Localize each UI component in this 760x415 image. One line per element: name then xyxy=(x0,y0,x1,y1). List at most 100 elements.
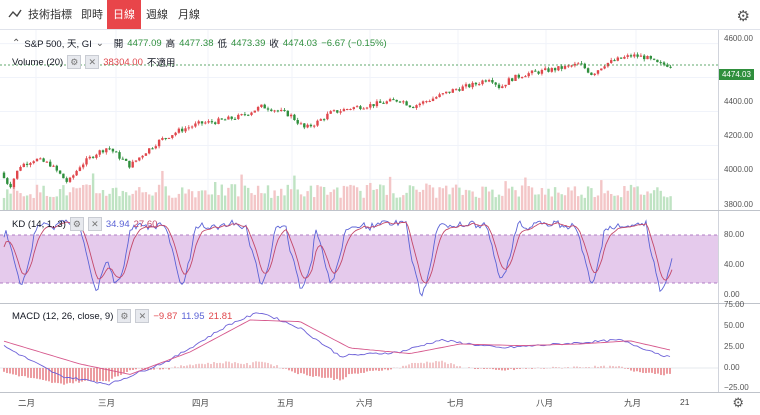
volume-bar xyxy=(656,187,659,210)
volume-bar xyxy=(478,197,481,210)
candle-body xyxy=(501,86,504,89)
candle-body xyxy=(474,82,478,85)
toolbar-indicators[interactable]: 技術指標 xyxy=(28,9,72,21)
candle-body xyxy=(55,165,58,171)
candle-body xyxy=(85,158,88,165)
macd-remove-icon[interactable]: ✕ xyxy=(135,309,150,323)
volume-bar xyxy=(577,196,580,210)
candle-body xyxy=(365,107,369,109)
candle-body xyxy=(577,63,580,65)
candle-body xyxy=(451,89,454,93)
toolbar-daily[interactable]: 日線 xyxy=(107,0,141,29)
volume-bar xyxy=(593,197,596,210)
volume-bar xyxy=(633,187,636,210)
volume-bar xyxy=(349,184,352,210)
volume-bar xyxy=(517,196,520,210)
volume-bar xyxy=(49,196,52,210)
volume-bar xyxy=(266,185,270,210)
volume-bar xyxy=(550,196,553,210)
macd-pane[interactable] xyxy=(0,304,718,392)
volume-bar xyxy=(511,186,514,210)
candle-body xyxy=(494,82,497,85)
volume-bar xyxy=(25,195,29,210)
volume-bar xyxy=(151,195,154,210)
volume-bar xyxy=(293,175,296,210)
volume-bar xyxy=(392,193,395,210)
volume-bar xyxy=(428,184,431,210)
candle-body xyxy=(613,60,616,62)
time-axis-settings-icon[interactable]: ⚙ xyxy=(732,395,744,410)
volume-bar xyxy=(207,194,210,210)
volume-bar xyxy=(250,193,253,210)
volume-settings-icon[interactable]: ⚙ xyxy=(67,55,82,69)
kd-remove-icon[interactable]: ✕ xyxy=(87,217,102,231)
settings-gear-icon[interactable]: ⚙ xyxy=(736,8,750,25)
candle-body xyxy=(22,163,25,167)
kd-pane[interactable] xyxy=(0,211,718,303)
candle-body xyxy=(603,66,606,69)
volume-bar xyxy=(78,187,82,210)
volume-remove-icon[interactable]: ✕ xyxy=(85,55,100,69)
candle-body xyxy=(49,161,52,167)
kd-k-value: 34.94 xyxy=(105,218,130,230)
toolbar-monthly[interactable]: 月線 xyxy=(178,9,200,21)
candle-body xyxy=(415,105,418,108)
toolbar-realtime[interactable]: 即時 xyxy=(81,9,103,21)
candle-body xyxy=(91,156,95,158)
candle-body xyxy=(431,98,435,101)
volume-bar xyxy=(567,187,570,210)
volume-bar xyxy=(339,197,342,210)
macd-tick: −25.00 xyxy=(724,383,749,392)
collapse-chevron-icon[interactable]: ⌃ xyxy=(12,37,21,49)
volume-bar xyxy=(666,197,669,210)
symbol-name[interactable]: S&P 500, 天, GI xyxy=(24,39,92,50)
volume-bar xyxy=(220,184,223,210)
volume-bar xyxy=(148,194,151,210)
indicators-icon[interactable] xyxy=(8,0,22,29)
volume-bar xyxy=(263,193,266,210)
candle-body xyxy=(557,66,560,71)
candle-body xyxy=(210,121,214,123)
pane-separator[interactable] xyxy=(0,303,760,304)
macd-axis[interactable]: 75.00 50.00 25.00 0.00 −25.00 xyxy=(718,300,760,392)
kd-axis[interactable]: 80.00 40.00 0.00 xyxy=(718,211,760,303)
volume-bar xyxy=(369,182,372,210)
candle-body xyxy=(52,165,55,167)
time-axis[interactable]: 二月 三月 四月 五月 六月 七月 八月 九月 21 ⚙ xyxy=(0,393,760,415)
candle-body xyxy=(402,101,405,103)
candle-body xyxy=(504,84,507,87)
volume-bar xyxy=(35,184,39,210)
candle-body xyxy=(478,84,481,86)
volume-bar xyxy=(557,192,560,210)
volume-bar xyxy=(204,190,207,210)
volume-bar xyxy=(560,194,563,210)
candle-body xyxy=(223,119,227,121)
volume-bar xyxy=(243,185,247,210)
price-axis[interactable]: 4600.00 4474.03 4400.00 4200.00 4000.00 … xyxy=(718,30,760,210)
x-label: 三月 xyxy=(98,398,116,408)
macd-settings-icon[interactable]: ⚙ xyxy=(117,309,132,323)
volume-bar xyxy=(362,197,365,210)
candle-body xyxy=(349,109,352,111)
volume-bar xyxy=(474,196,478,210)
symbol-dropdown-icon[interactable]: ⌄ xyxy=(95,37,104,49)
volume-bar xyxy=(322,186,326,210)
candle-body xyxy=(398,101,402,103)
volume-bar xyxy=(32,197,35,210)
candle-body xyxy=(487,80,491,82)
open-label: 開 xyxy=(113,39,124,50)
toolbar-weekly[interactable]: 週線 xyxy=(146,9,168,21)
volume-bar xyxy=(346,186,349,210)
candle-body xyxy=(200,121,204,124)
kd-tick: 40.00 xyxy=(724,260,745,269)
kd-settings-icon[interactable]: ⚙ xyxy=(69,217,84,231)
low-value: 4473.39 xyxy=(231,37,266,49)
price-pane[interactable] xyxy=(0,30,718,210)
volume-bar xyxy=(210,194,214,210)
candle-body xyxy=(332,110,336,112)
pane-separator[interactable] xyxy=(0,210,760,211)
macd-line-value: 11.95 xyxy=(181,310,205,322)
volume-bar xyxy=(405,192,408,210)
volume-bar xyxy=(141,192,144,210)
volume-bar xyxy=(289,189,293,210)
